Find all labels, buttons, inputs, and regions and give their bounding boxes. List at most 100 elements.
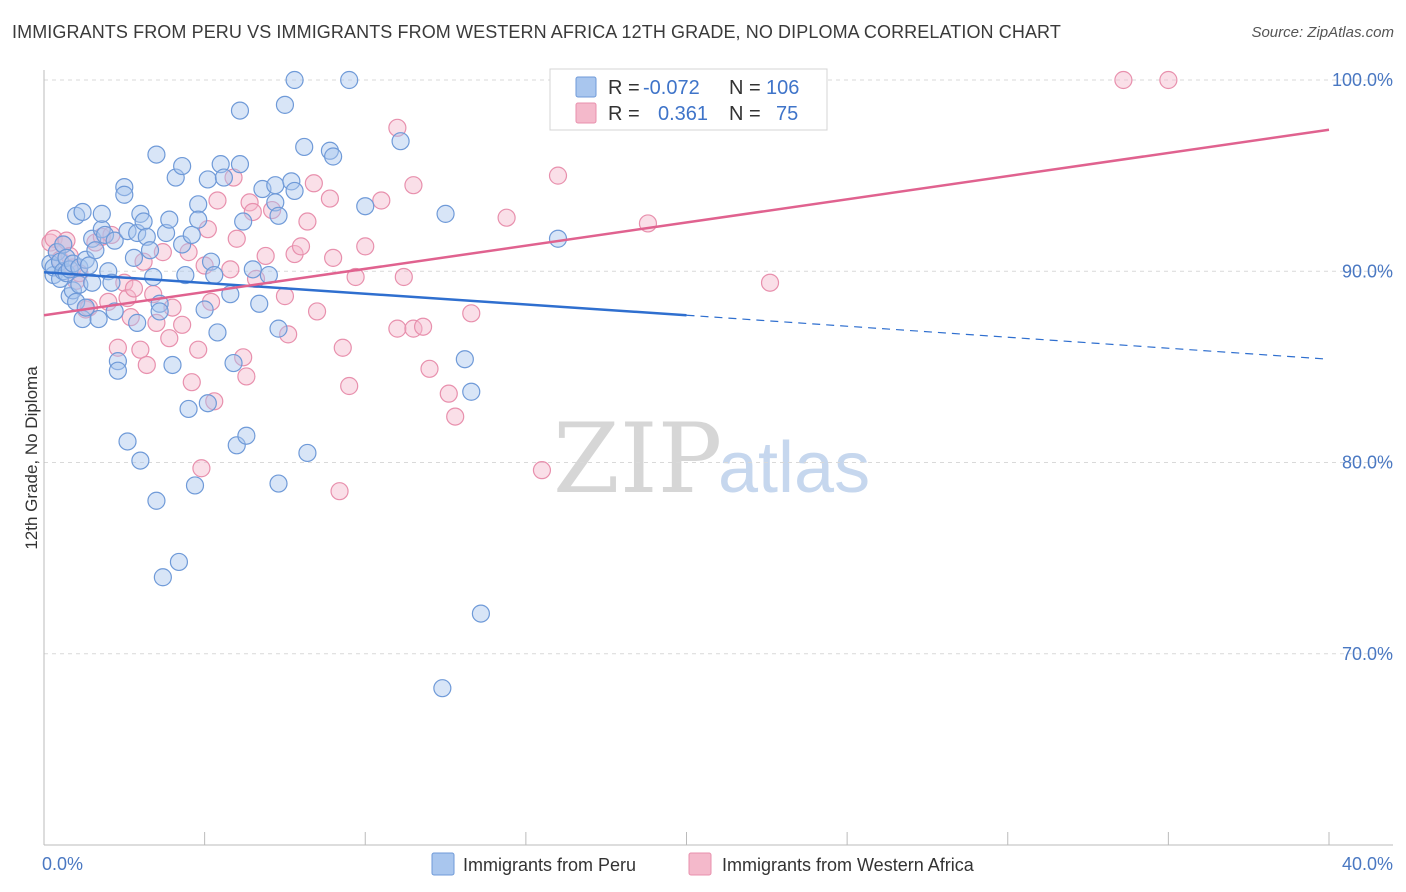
peru-point (227, 436, 246, 455)
peru-point (105, 231, 124, 250)
peru-point (173, 235, 192, 254)
peru-point (76, 250, 95, 269)
y-tick-label: 80.0% (1342, 453, 1393, 473)
peru-point (102, 273, 121, 292)
peru-point (92, 220, 111, 239)
peru-point (205, 265, 224, 285)
peru-point (144, 267, 163, 287)
western-africa-point (256, 246, 275, 266)
peru-point (324, 147, 343, 166)
western-africa-point (462, 304, 481, 323)
western-africa-point (243, 202, 262, 222)
peru-point (179, 399, 198, 419)
western-africa-point (198, 220, 217, 239)
trend-lines (43, 128, 1330, 360)
peru-point (131, 451, 150, 470)
peru-point (391, 132, 410, 151)
peru-point (150, 302, 169, 321)
chart-title: IMMIGRANTS FROM PERU VS IMMIGRANTS FROM … (12, 22, 1061, 42)
peru-point (198, 170, 217, 189)
western-africa-point (298, 212, 317, 231)
peru-point (108, 361, 127, 380)
peru-point (54, 235, 73, 254)
peru-point (266, 193, 285, 212)
watermark-atlas: atlas (718, 428, 870, 508)
western-africa-point (439, 384, 458, 403)
peru-point (269, 474, 288, 493)
peru-point (282, 172, 301, 191)
legend-n-value-wafrica: 75 (776, 103, 798, 125)
peru-point (198, 394, 217, 413)
peru-point (285, 70, 304, 90)
peru-point (189, 210, 208, 229)
western-africa-point (182, 373, 201, 392)
bottom-legend-swatch-wafrica (688, 852, 712, 876)
western-africa-point (388, 319, 407, 338)
bottom-legend-label-peru: Immigrants from Peru (463, 855, 636, 875)
peru-point (79, 256, 99, 275)
peru-point (92, 204, 111, 223)
peru-point (285, 181, 304, 201)
x-tick-label-max: 40.0% (1342, 854, 1393, 874)
western-africa-point (372, 191, 391, 210)
western-africa-point (234, 348, 253, 367)
peru-point (128, 223, 147, 243)
western-africa-point (532, 461, 552, 480)
western-africa-point (346, 267, 365, 287)
western-africa-point (307, 302, 327, 321)
peru-point (243, 260, 262, 279)
trend-line-peru-extrapolated (686, 314, 1330, 360)
peru-point (195, 300, 214, 319)
peru-point (230, 101, 250, 120)
western-africa-point (131, 340, 150, 359)
western-africa-point (134, 252, 153, 271)
peru-point (134, 212, 153, 231)
western-africa-point (291, 237, 311, 256)
peru-point (230, 155, 250, 174)
legend-r-label-peru: R = (608, 77, 640, 99)
western-africa-point (548, 166, 568, 185)
bottom-legend-label-wafrica: Immigrants from Western Africa (722, 855, 975, 875)
peru-point (224, 353, 243, 373)
western-africa-point (760, 273, 780, 292)
y-tick-label: 70.0% (1342, 644, 1393, 664)
peru-point (340, 70, 359, 90)
peru-point (234, 212, 253, 231)
peru-point (250, 294, 269, 313)
peru-point (160, 210, 179, 229)
western-africa-point (124, 279, 144, 298)
peru-point (455, 350, 474, 369)
peru-point (182, 225, 201, 245)
legend-n-label-peru: N = (729, 77, 761, 99)
peru-point (89, 309, 108, 329)
western-africa-point (237, 367, 256, 386)
western-africa-point (227, 229, 246, 248)
western-africa-point (340, 376, 359, 396)
peru-point (153, 568, 172, 587)
western-africa-point (333, 338, 352, 357)
western-africa-point (189, 340, 208, 359)
peru-point (95, 225, 115, 245)
source-credit: Source: ZipAtlas.com (1251, 24, 1394, 41)
peru-point (140, 241, 160, 260)
western-africa-point (279, 325, 298, 344)
legend-swatch-wafrica (575, 102, 597, 124)
peru-point (115, 178, 134, 197)
western-africa-point (1114, 70, 1133, 90)
peru-point (266, 176, 285, 195)
peru-point (462, 382, 481, 401)
peru-point (185, 476, 205, 495)
peru-point (115, 185, 134, 204)
peru-point (105, 302, 124, 321)
trend-line-western-africa (43, 128, 1330, 317)
peru-point (173, 156, 192, 176)
peru-point (128, 313, 147, 332)
peru-point (237, 426, 256, 445)
series-peru-points (41, 70, 568, 698)
y-tick-label: 100.0% (1332, 70, 1393, 90)
peru-point (201, 252, 221, 271)
legend-r-label-wafrica: R = (608, 103, 640, 125)
peru-point (295, 137, 314, 157)
peru-point (436, 204, 455, 223)
